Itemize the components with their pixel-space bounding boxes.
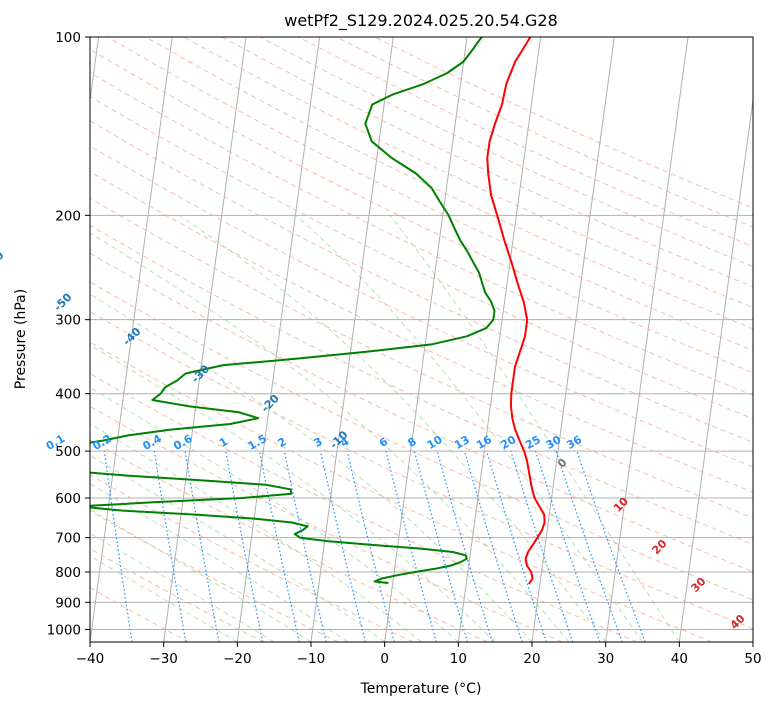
y-tick-label: 200 <box>55 208 81 224</box>
isotherm-line <box>236 37 321 642</box>
x-tick-label: 40 <box>671 651 688 667</box>
moist-adiabat-line <box>90 532 275 642</box>
y-tick-label: 600 <box>55 491 81 507</box>
x-tick-label: 20 <box>523 651 540 667</box>
y-tick-label: 400 <box>55 387 81 403</box>
isotherm-line <box>531 37 615 642</box>
mixing-ratio-line <box>413 450 469 642</box>
y-tick-label: 1000 <box>47 622 81 638</box>
isotherm-label: -60 <box>0 249 7 272</box>
dry-adiabat-line <box>90 373 638 642</box>
mixing-ratio-line <box>576 450 646 642</box>
mixing-ratio-line <box>103 451 133 642</box>
x-tick-label: 0 <box>380 651 389 667</box>
x-tick-label: −30 <box>149 651 178 667</box>
mixing-ratio-line <box>535 450 601 642</box>
x-tick-label: −20 <box>223 651 252 667</box>
dry-adiabat-line <box>90 405 563 642</box>
isotherm-line <box>605 37 689 642</box>
dry-adiabat-line <box>90 95 753 420</box>
dry-adiabat-line <box>90 252 753 573</box>
dewpoint-profile-line <box>90 37 496 584</box>
y-tick-label: 700 <box>55 531 81 547</box>
mixing-ratio-line <box>225 450 264 642</box>
data-lines <box>90 37 546 585</box>
dry-adiabat-line <box>90 548 264 642</box>
mixing-ratio-line <box>258 450 300 642</box>
dry-adiabat-line <box>90 510 339 642</box>
dry-adiabat-line <box>90 224 753 545</box>
y-axis-label: Pressure (hPa) <box>13 289 29 389</box>
mixing-ratio-line <box>555 450 623 642</box>
dry-adiabat-line <box>107 37 753 352</box>
axis-ticks: −40 −30 −20 −10 0 10 20 30 40 50 100 200 300 400 500 60… <box>47 30 762 667</box>
dry-adiabat-line <box>90 439 488 642</box>
moist-adiabat-line <box>90 386 459 642</box>
dry-adiabat-line <box>90 341 712 642</box>
x-tick-label: 10 <box>450 651 467 667</box>
dry-adiabat-line <box>90 310 753 630</box>
chart-title: wetPf2_S129.2024.025.20.54.G28 <box>284 11 558 31</box>
mixing-ratio-line <box>510 450 574 642</box>
y-tick-label: 800 <box>55 565 81 581</box>
mixing-ratio-line <box>319 450 366 642</box>
x-axis-label: Temperature (°C) <box>360 681 482 697</box>
dry-adiabat-line <box>90 145 753 468</box>
moist-adiabat-line <box>295 214 643 642</box>
moist-adiabat-line <box>90 344 496 642</box>
isotherm-line <box>457 37 542 642</box>
plot-frame <box>89 36 754 643</box>
isotherm-line <box>163 37 247 642</box>
temperature-profile-line <box>486 37 546 585</box>
y-tick-label: 900 <box>55 595 81 611</box>
y-tick-label: 500 <box>55 444 81 460</box>
moist-adiabat-line <box>389 214 680 642</box>
isotherm-line <box>678 96 753 642</box>
dry-adiabat-line <box>90 197 753 519</box>
moist-adiabat-line <box>90 555 238 642</box>
moist-adiabat-line <box>90 293 533 642</box>
y-tick-label: 300 <box>55 313 81 329</box>
mixing-ratio-line <box>486 450 547 642</box>
mixing-ratio-line <box>385 450 437 642</box>
moist-adiabat-line <box>90 232 570 642</box>
x-tick-label: 50 <box>744 651 761 667</box>
moist-adiabat-line <box>90 483 349 642</box>
isotherm-line <box>384 37 468 642</box>
mixing-ratio-line <box>464 450 523 642</box>
mixing-ratio-line <box>283 450 327 642</box>
mixing-ratio-line <box>436 450 493 642</box>
dry-adiabat-line <box>90 71 753 396</box>
mixing-ratio-line <box>346 450 395 642</box>
x-tick-label: 30 <box>597 651 614 667</box>
x-tick-label: −10 <box>297 651 326 667</box>
moist-adiabat-line <box>90 454 385 642</box>
y-tick-label: 100 <box>55 30 81 46</box>
dry-adiabat-line <box>183 37 753 309</box>
background-lines <box>90 37 753 642</box>
x-tick-label: −40 <box>76 651 105 667</box>
